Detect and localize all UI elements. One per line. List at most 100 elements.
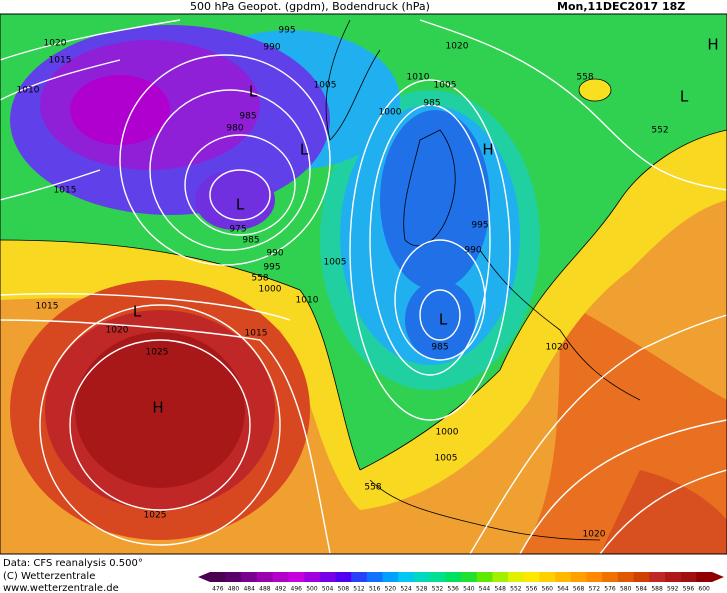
colorbar-swatch bbox=[241, 572, 258, 582]
colorbar-swatch bbox=[366, 572, 383, 582]
colorbar-swatch bbox=[555, 572, 572, 582]
colorbar-swatch bbox=[649, 572, 666, 582]
colorbar-swatch bbox=[617, 572, 634, 582]
isobar-label: 1015 bbox=[49, 56, 72, 66]
colorbar-swatch bbox=[461, 572, 477, 582]
copyright: (C) Wetterzentrale bbox=[3, 571, 95, 582]
isobar-label: 985 bbox=[423, 99, 440, 109]
isobar-label: 558 bbox=[364, 483, 381, 493]
isobar-label: 1000 bbox=[436, 428, 459, 438]
colorbar: 476 480 484 488 492 496 500 504 508 512 516 520 524 5… bbox=[198, 572, 724, 593]
data-source: Data: CFS reanalysis 0.500° bbox=[3, 558, 143, 569]
isobar-label: 552 bbox=[651, 126, 668, 136]
isobar-label: 1020 bbox=[106, 326, 129, 336]
isobar-label: 995 bbox=[471, 221, 488, 231]
website: www.wetterzentrale.de bbox=[3, 583, 119, 593]
colorbar-label: 520 bbox=[385, 586, 397, 593]
colorbar-label: 584 bbox=[636, 586, 648, 593]
colorbar-swatch bbox=[633, 572, 650, 582]
colorbar-label: 488 bbox=[259, 586, 271, 593]
colorbar-label: 504 bbox=[322, 586, 334, 593]
colorbar-swatch bbox=[272, 572, 289, 582]
pressure-center: H bbox=[152, 399, 163, 417]
isobar-label: 1020 bbox=[583, 530, 606, 540]
colorbar-label: 512 bbox=[353, 586, 365, 593]
pressure-center: L bbox=[680, 88, 689, 106]
colorbar-swatch bbox=[413, 572, 430, 582]
map-frame bbox=[0, 13, 727, 555]
colorbar-label: 528 bbox=[416, 586, 428, 593]
colorbar-arrow-left bbox=[198, 572, 210, 582]
colorbar-swatch bbox=[476, 572, 493, 582]
colorbar-label: 536 bbox=[447, 586, 459, 593]
isobar-label: 980 bbox=[226, 124, 243, 134]
isobar-label: 985 bbox=[239, 112, 256, 122]
colorbar-swatch bbox=[210, 572, 226, 582]
isobar-label: 990 bbox=[464, 246, 481, 256]
colorbar-swatch bbox=[508, 572, 525, 582]
colorbar-swatch bbox=[382, 572, 399, 582]
colorbar-swatch bbox=[319, 572, 336, 582]
pressure-center: L bbox=[236, 196, 245, 214]
pressure-center: H bbox=[482, 141, 493, 159]
colorbar-label: 476 bbox=[212, 586, 224, 593]
isobar-label: 985 bbox=[431, 343, 448, 353]
colorbar-label: 560 bbox=[542, 586, 554, 593]
isobar-label: 1020 bbox=[44, 39, 67, 49]
colorbar-label: 580 bbox=[620, 586, 632, 593]
colorbar-swatch bbox=[570, 572, 587, 582]
colorbar-label: 556 bbox=[526, 586, 538, 593]
colorbar-swatch bbox=[680, 572, 697, 582]
isobar-label: 985 bbox=[242, 236, 259, 246]
isobar-label: 1010 bbox=[17, 86, 40, 96]
map-date: Mon,11DEC2017 18Z bbox=[557, 0, 685, 13]
pressure-center: H bbox=[707, 36, 718, 54]
colorbar-swatch bbox=[445, 572, 462, 582]
isobar-label: 1015 bbox=[36, 302, 59, 312]
isobar-label: 995 bbox=[278, 26, 295, 36]
isobar-label: 1000 bbox=[379, 108, 402, 118]
colorbar-label: 508 bbox=[338, 586, 350, 593]
colorbar-swatch bbox=[539, 572, 556, 582]
isobar-label: 1020 bbox=[546, 343, 569, 353]
isobar-label: 1025 bbox=[144, 511, 167, 521]
map bbox=[0, 14, 727, 554]
colorbar-label: 596 bbox=[683, 586, 695, 593]
isobar-label: 1000 bbox=[259, 285, 282, 295]
colorbar-label: 592 bbox=[667, 586, 679, 593]
colorbar-swatch bbox=[225, 572, 242, 582]
isobar-label: 558 bbox=[576, 73, 593, 83]
isobar-label: 975 bbox=[229, 225, 246, 235]
colorbar-swatch bbox=[429, 572, 446, 582]
colorbar-label: 484 bbox=[243, 586, 255, 593]
colorbar-swatch bbox=[492, 572, 509, 582]
isobar-label: 1005 bbox=[435, 454, 458, 464]
pressure-center: L bbox=[300, 141, 309, 159]
colorbar-swatch bbox=[351, 572, 368, 582]
isobar-label: 1010 bbox=[296, 296, 319, 306]
colorbar-label: 544 bbox=[479, 586, 491, 593]
colorbar-swatch bbox=[288, 572, 305, 582]
isobar-label: 1020 bbox=[446, 42, 469, 52]
colorbar-label: 516 bbox=[369, 586, 381, 593]
colorbar-arrow-right bbox=[712, 572, 724, 582]
colorbar-label: 548 bbox=[494, 586, 506, 593]
colorbar-label: 496 bbox=[291, 586, 303, 593]
colorbar-label: 524 bbox=[400, 586, 412, 593]
colorbar-label: 480 bbox=[228, 586, 240, 593]
colorbar-swatch bbox=[523, 572, 540, 582]
colorbar-swatch bbox=[586, 572, 603, 582]
colorbar-label: 572 bbox=[589, 586, 601, 593]
colorbar-label: 588 bbox=[651, 586, 663, 593]
isobar-label: 1005 bbox=[434, 81, 457, 91]
colorbar-swatch bbox=[696, 572, 713, 582]
isobar-label: 1005 bbox=[324, 258, 347, 268]
pressure-center: L bbox=[439, 311, 448, 329]
isobar-label: 1005 bbox=[314, 81, 337, 91]
isobar-label: 1015 bbox=[245, 329, 268, 339]
colorbar-swatch bbox=[602, 572, 619, 582]
colorbar-label: 532 bbox=[432, 586, 444, 593]
isobar-label: 990 bbox=[266, 249, 283, 259]
